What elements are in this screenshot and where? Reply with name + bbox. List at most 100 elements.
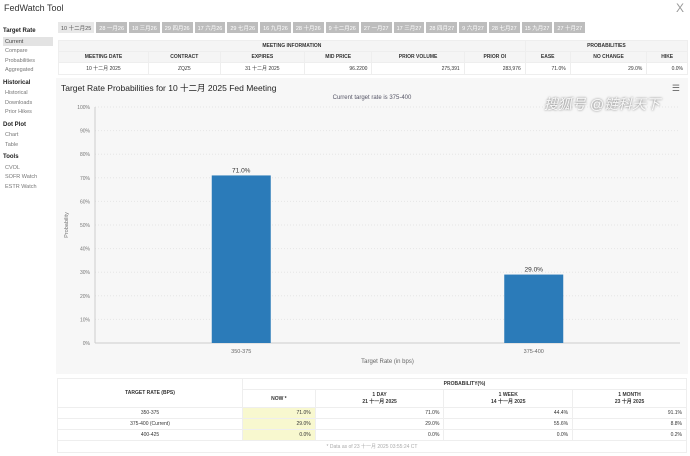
meeting-tab[interactable]: 28 四月27 xyxy=(426,22,458,33)
meeting-tab[interactable]: 17 六月26 xyxy=(194,22,226,33)
probability-cell: 71.0% xyxy=(314,407,445,419)
y-axis-label: Probability xyxy=(64,212,70,238)
chart-subtitle: Current target rate is 375-400 xyxy=(332,95,412,101)
sidebar-heading: Tools xyxy=(3,154,19,160)
sidebar-group: Tools CVOL SOFR Watch ESTR Watch xyxy=(3,154,53,191)
y-tick-label: 70% xyxy=(80,176,91,182)
chart-menu-icon[interactable]: ☰ xyxy=(671,83,680,93)
sidebar-group: Historical Historical Downloads Prior Hikes xyxy=(3,80,53,117)
period-date: 23 十月 2025 xyxy=(614,399,645,405)
footnote: * Data as of 23 十一月 2025 03:55:24 CT xyxy=(57,440,687,453)
data-label: 71.0% xyxy=(232,167,251,174)
probability-table: TARGET RATE (BPS) PROBABILITY(%) NOW * 1 D… xyxy=(57,378,687,453)
sidebar-item-sofr-watch[interactable]: SOFR Watch xyxy=(5,174,38,180)
target-rate-header: TARGET RATE (BPS) xyxy=(57,378,243,408)
meeting-tab[interactable]: 29 七月26 xyxy=(227,22,259,33)
x-tick-label: 350-375 xyxy=(231,349,251,355)
probability-cell: 0.0% xyxy=(443,429,574,441)
meeting-info-table: MEETING INFORMATION PROBABILITIES MEETING… xyxy=(58,40,689,75)
y-tick-label: 80% xyxy=(80,152,91,158)
sidebar-group: Target Rate Current Compare Probabilities Ag… xyxy=(3,28,53,75)
sidebar-item-current[interactable]: Current xyxy=(3,37,53,46)
column-header: EASE xyxy=(524,51,571,63)
sidebar-item-probabilities[interactable]: Probabilities xyxy=(5,57,35,64)
y-tick-label: 100% xyxy=(77,105,90,111)
info-cell: 275,391 xyxy=(371,62,465,75)
rate-cell: 375-400 (Current) xyxy=(57,418,243,430)
info-cell: 31 十二月 2025 xyxy=(219,62,305,75)
sidebar-heading: Historical xyxy=(3,79,31,86)
column-header: PRIOR VOLUME xyxy=(371,51,465,63)
probability-cell: 8.8% xyxy=(572,418,687,430)
column-header: MEETING DATE xyxy=(58,51,149,63)
y-tick-label: 90% xyxy=(80,129,91,135)
info-cell: 96.2200 xyxy=(303,62,373,75)
meeting-tab[interactable]: 28 一月26 xyxy=(96,22,128,33)
table-row: 400-425 0.0% 0.0% 0.0% 0.2% xyxy=(57,429,687,441)
meeting-tab[interactable]: 29 四月26 xyxy=(161,22,193,33)
y-tick-label: 20% xyxy=(80,294,91,300)
info-cell: 0.0% xyxy=(646,62,688,75)
sidebar-item-estr-watch[interactable]: ESTR Watch xyxy=(5,183,37,190)
sidebar-item-cvol[interactable]: CVOL xyxy=(5,164,20,171)
y-tick-label: 10% xyxy=(80,317,91,323)
meeting-tab[interactable]: 18 三月26 xyxy=(129,22,160,33)
y-tick-label: 60% xyxy=(80,199,91,205)
sidebar-item-downloads[interactable]: Downloads xyxy=(5,99,33,106)
meeting-tab[interactable]: 28 十月26 xyxy=(292,22,324,33)
probability-cell: 44.4% xyxy=(443,407,574,419)
sidebar-item-prior-hikes[interactable]: Prior Hikes xyxy=(5,109,32,115)
y-tick-label: 0% xyxy=(83,341,91,347)
sidebar: Target Rate Current Compare Probabilities Ag… xyxy=(3,25,53,196)
meeting-tab[interactable]: 27 一月27 xyxy=(360,22,392,33)
column-header: CONTRACT xyxy=(147,51,221,63)
column-header: PRIOR OI xyxy=(463,51,526,63)
sidebar-item-compare[interactable]: Compare xyxy=(5,48,28,54)
info-cell: ZQZ5 xyxy=(147,62,221,75)
meeting-tab[interactable]: 10 十二月25 xyxy=(58,22,95,33)
y-tick-label: 50% xyxy=(80,223,91,229)
sidebar-item-table[interactable]: Table xyxy=(5,141,19,148)
period-date: 14 十一月 2025 xyxy=(491,399,526,405)
sidebar-item-chart[interactable]: Chart xyxy=(5,132,19,138)
close-icon[interactable]: X xyxy=(675,1,684,15)
period-header: 1 DAY 21 十一月 2025 xyxy=(314,389,445,408)
app-title: FedWatch Tool xyxy=(4,3,64,13)
meeting-tab[interactable]: 9 十二月26 xyxy=(325,22,359,33)
sidebar-item-aggregated[interactable]: Aggregated xyxy=(5,67,34,73)
probabilities-heading: PROBABILITIES xyxy=(524,40,689,52)
meeting-tab[interactable]: 28 七月27 xyxy=(488,22,520,33)
rate-cell: 400-425 xyxy=(57,429,243,441)
probability-cell: 29.0% xyxy=(242,418,316,430)
meeting-tab[interactable]: 17 三月27 xyxy=(393,22,425,33)
sidebar-group: Dot Plot Chart Table xyxy=(3,122,53,150)
chart-title: Target Rate Probabilities for 10 十二月 202… xyxy=(61,83,277,93)
meeting-tab[interactable]: 15 九月27 xyxy=(521,22,553,33)
meeting-tab[interactable]: 27 十月27 xyxy=(554,22,586,33)
table-row: 375-400 (Current) 29.0% 29.0% 55.6% 8.8% xyxy=(57,418,687,430)
period-label: 1 MONTH xyxy=(618,392,641,398)
table-row: 350-375 71.0% 71.0% 44.4% 91.1% xyxy=(57,407,687,419)
column-header: EXPIRES xyxy=(219,51,305,63)
period-header: 1 MONTH 23 十月 2025 xyxy=(572,389,687,408)
column-header: NO CHANGE xyxy=(569,51,648,63)
sidebar-heading: Dot Plot xyxy=(3,121,26,128)
info-cell: 29.0% xyxy=(569,62,648,75)
meeting-tab[interactable]: 9 六月27 xyxy=(459,22,487,33)
rate-cell: 350-375 xyxy=(57,407,243,419)
meeting-tab[interactable]: 16 九月26 xyxy=(260,22,291,33)
watermark: 搜狐号 @链科天下 xyxy=(543,96,660,112)
period-date: 21 十一月 2025 xyxy=(362,399,397,405)
sidebar-item-historical[interactable]: Historical xyxy=(5,90,28,96)
y-tick-label: 40% xyxy=(80,247,91,253)
x-axis-label: Target Rate (in bps) xyxy=(361,359,414,365)
meeting-info-heading: MEETING INFORMATION xyxy=(58,40,526,52)
probability-cell: 71.0% xyxy=(242,407,316,419)
probability-cell: 0.2% xyxy=(572,429,687,441)
info-cell: 283,976 xyxy=(463,62,526,75)
now-header: NOW * xyxy=(242,389,316,408)
x-tick-label: 375-400 xyxy=(524,349,544,355)
probability-cell: 55.6% xyxy=(443,418,574,430)
probability-header: PROBABILITY(%) xyxy=(242,378,687,390)
bar xyxy=(211,175,271,343)
